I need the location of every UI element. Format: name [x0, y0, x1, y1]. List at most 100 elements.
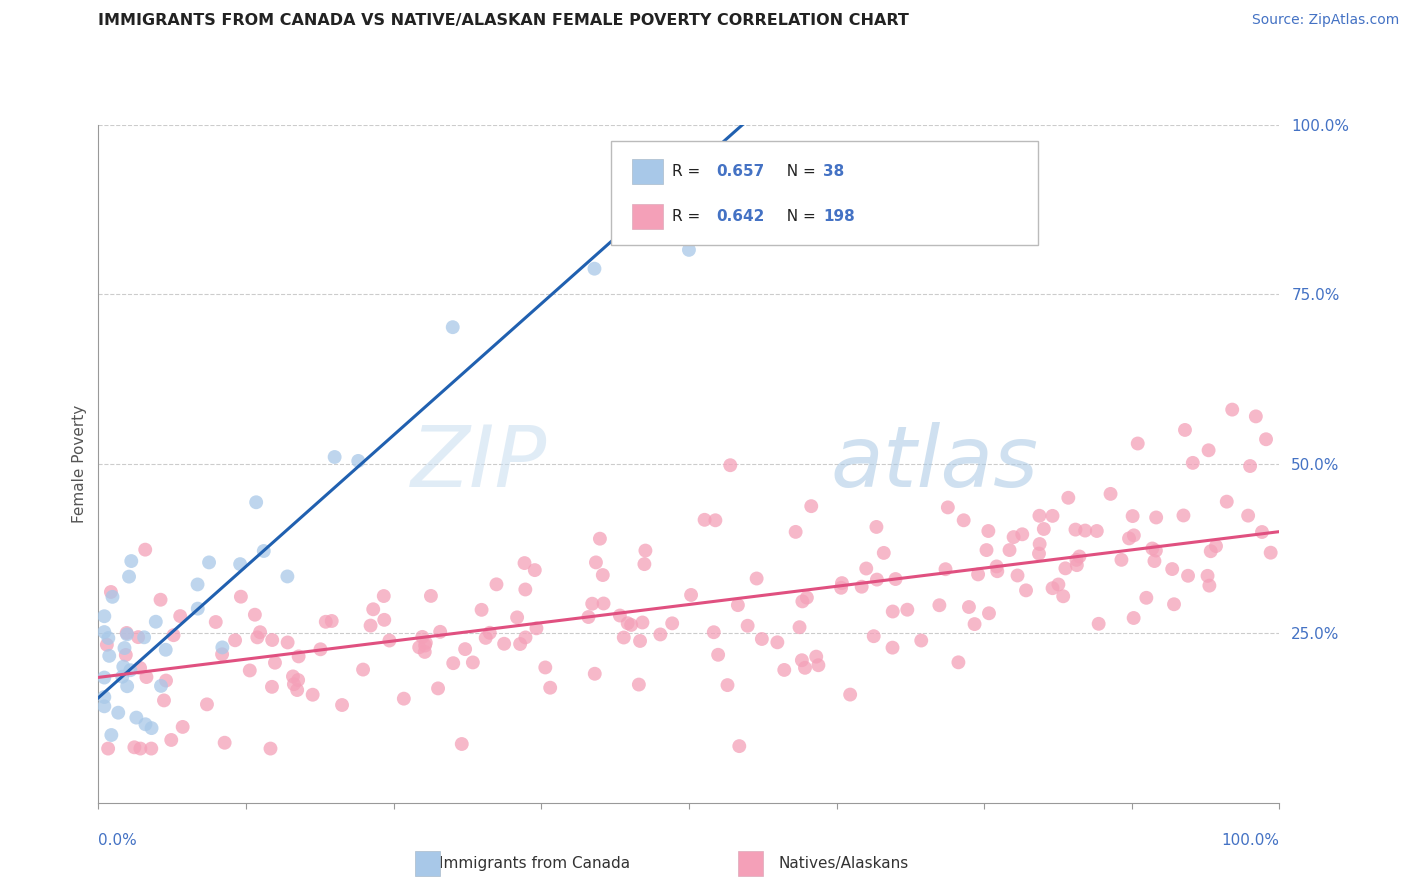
Point — [97, 741, 120, 756]
Point — [169, 609, 191, 624]
Point — [707, 648, 730, 662]
Point — [661, 616, 683, 631]
Point — [93, 690, 115, 704]
Text: R =: R = — [672, 209, 704, 224]
Point — [526, 621, 548, 635]
Point — [1197, 569, 1219, 583]
Point — [620, 618, 643, 632]
Point — [1216, 494, 1239, 508]
Point — [718, 458, 741, 473]
Point — [93, 699, 115, 714]
Point — [1015, 583, 1038, 598]
Point — [211, 640, 233, 655]
Point — [1066, 553, 1088, 567]
Point — [187, 577, 209, 591]
Point — [1181, 456, 1204, 470]
Point — [613, 631, 636, 645]
Point — [100, 728, 122, 742]
Point — [727, 598, 749, 612]
Point — [1007, 568, 1029, 582]
Point — [115, 627, 138, 641]
Point — [745, 572, 768, 586]
Point — [187, 601, 209, 615]
Point — [538, 681, 561, 695]
Point — [806, 649, 828, 664]
Point — [134, 717, 156, 731]
Point — [93, 671, 115, 685]
Text: 100.0%: 100.0% — [1222, 833, 1279, 848]
Point — [1205, 539, 1227, 553]
Text: Natives/Alaskans: Natives/Alaskans — [779, 856, 908, 871]
Point — [796, 591, 818, 605]
Point — [301, 688, 323, 702]
Point — [107, 706, 129, 720]
Point — [373, 589, 395, 603]
Point — [789, 620, 811, 634]
Point — [150, 679, 173, 693]
Point — [1244, 409, 1267, 424]
Point — [120, 663, 142, 677]
Point — [627, 677, 650, 691]
Point — [1144, 510, 1167, 524]
Point — [149, 592, 172, 607]
Point — [253, 544, 276, 558]
Point — [160, 733, 183, 747]
Point — [415, 636, 437, 650]
Point — [315, 615, 337, 629]
Point — [100, 585, 122, 599]
Point — [1111, 553, 1133, 567]
Point — [1198, 443, 1220, 458]
Point — [211, 647, 233, 661]
Point — [195, 698, 218, 712]
Point — [287, 673, 309, 687]
Point — [986, 559, 1008, 574]
Point — [928, 599, 950, 613]
Point — [281, 669, 304, 683]
Point — [1052, 589, 1074, 603]
Point — [413, 639, 436, 653]
Point — [361, 602, 384, 616]
Point — [977, 607, 1000, 621]
Point — [249, 625, 271, 640]
Point — [1239, 458, 1261, 473]
Point — [373, 613, 395, 627]
Point — [506, 610, 529, 624]
Point — [155, 673, 177, 688]
Point — [785, 524, 807, 539]
Point — [96, 638, 118, 652]
Point — [141, 721, 163, 735]
Point — [1057, 491, 1080, 505]
Point — [115, 679, 138, 693]
Point — [1174, 423, 1197, 437]
Point — [855, 561, 877, 575]
Point — [1122, 509, 1144, 524]
Text: 0.657: 0.657 — [717, 164, 765, 178]
Point — [831, 576, 853, 591]
Point — [127, 630, 149, 644]
Point — [952, 513, 974, 527]
Point — [681, 588, 703, 602]
Point — [1126, 436, 1149, 450]
Point — [429, 624, 451, 639]
Point — [1122, 611, 1144, 625]
Point — [534, 660, 557, 674]
Point — [873, 546, 896, 560]
Point — [1144, 543, 1167, 558]
Point — [229, 590, 252, 604]
Point — [1028, 508, 1050, 523]
Point — [628, 634, 651, 648]
Point — [129, 661, 152, 675]
Point — [454, 642, 477, 657]
Point — [172, 720, 194, 734]
Point — [1173, 508, 1195, 523]
Point — [737, 619, 759, 633]
Point — [120, 554, 142, 568]
Point — [1087, 616, 1109, 631]
Point — [1254, 432, 1277, 446]
Point — [509, 637, 531, 651]
Point — [792, 594, 814, 608]
Point — [229, 557, 252, 571]
Point — [513, 556, 536, 570]
Point — [246, 631, 269, 645]
Point — [592, 597, 614, 611]
